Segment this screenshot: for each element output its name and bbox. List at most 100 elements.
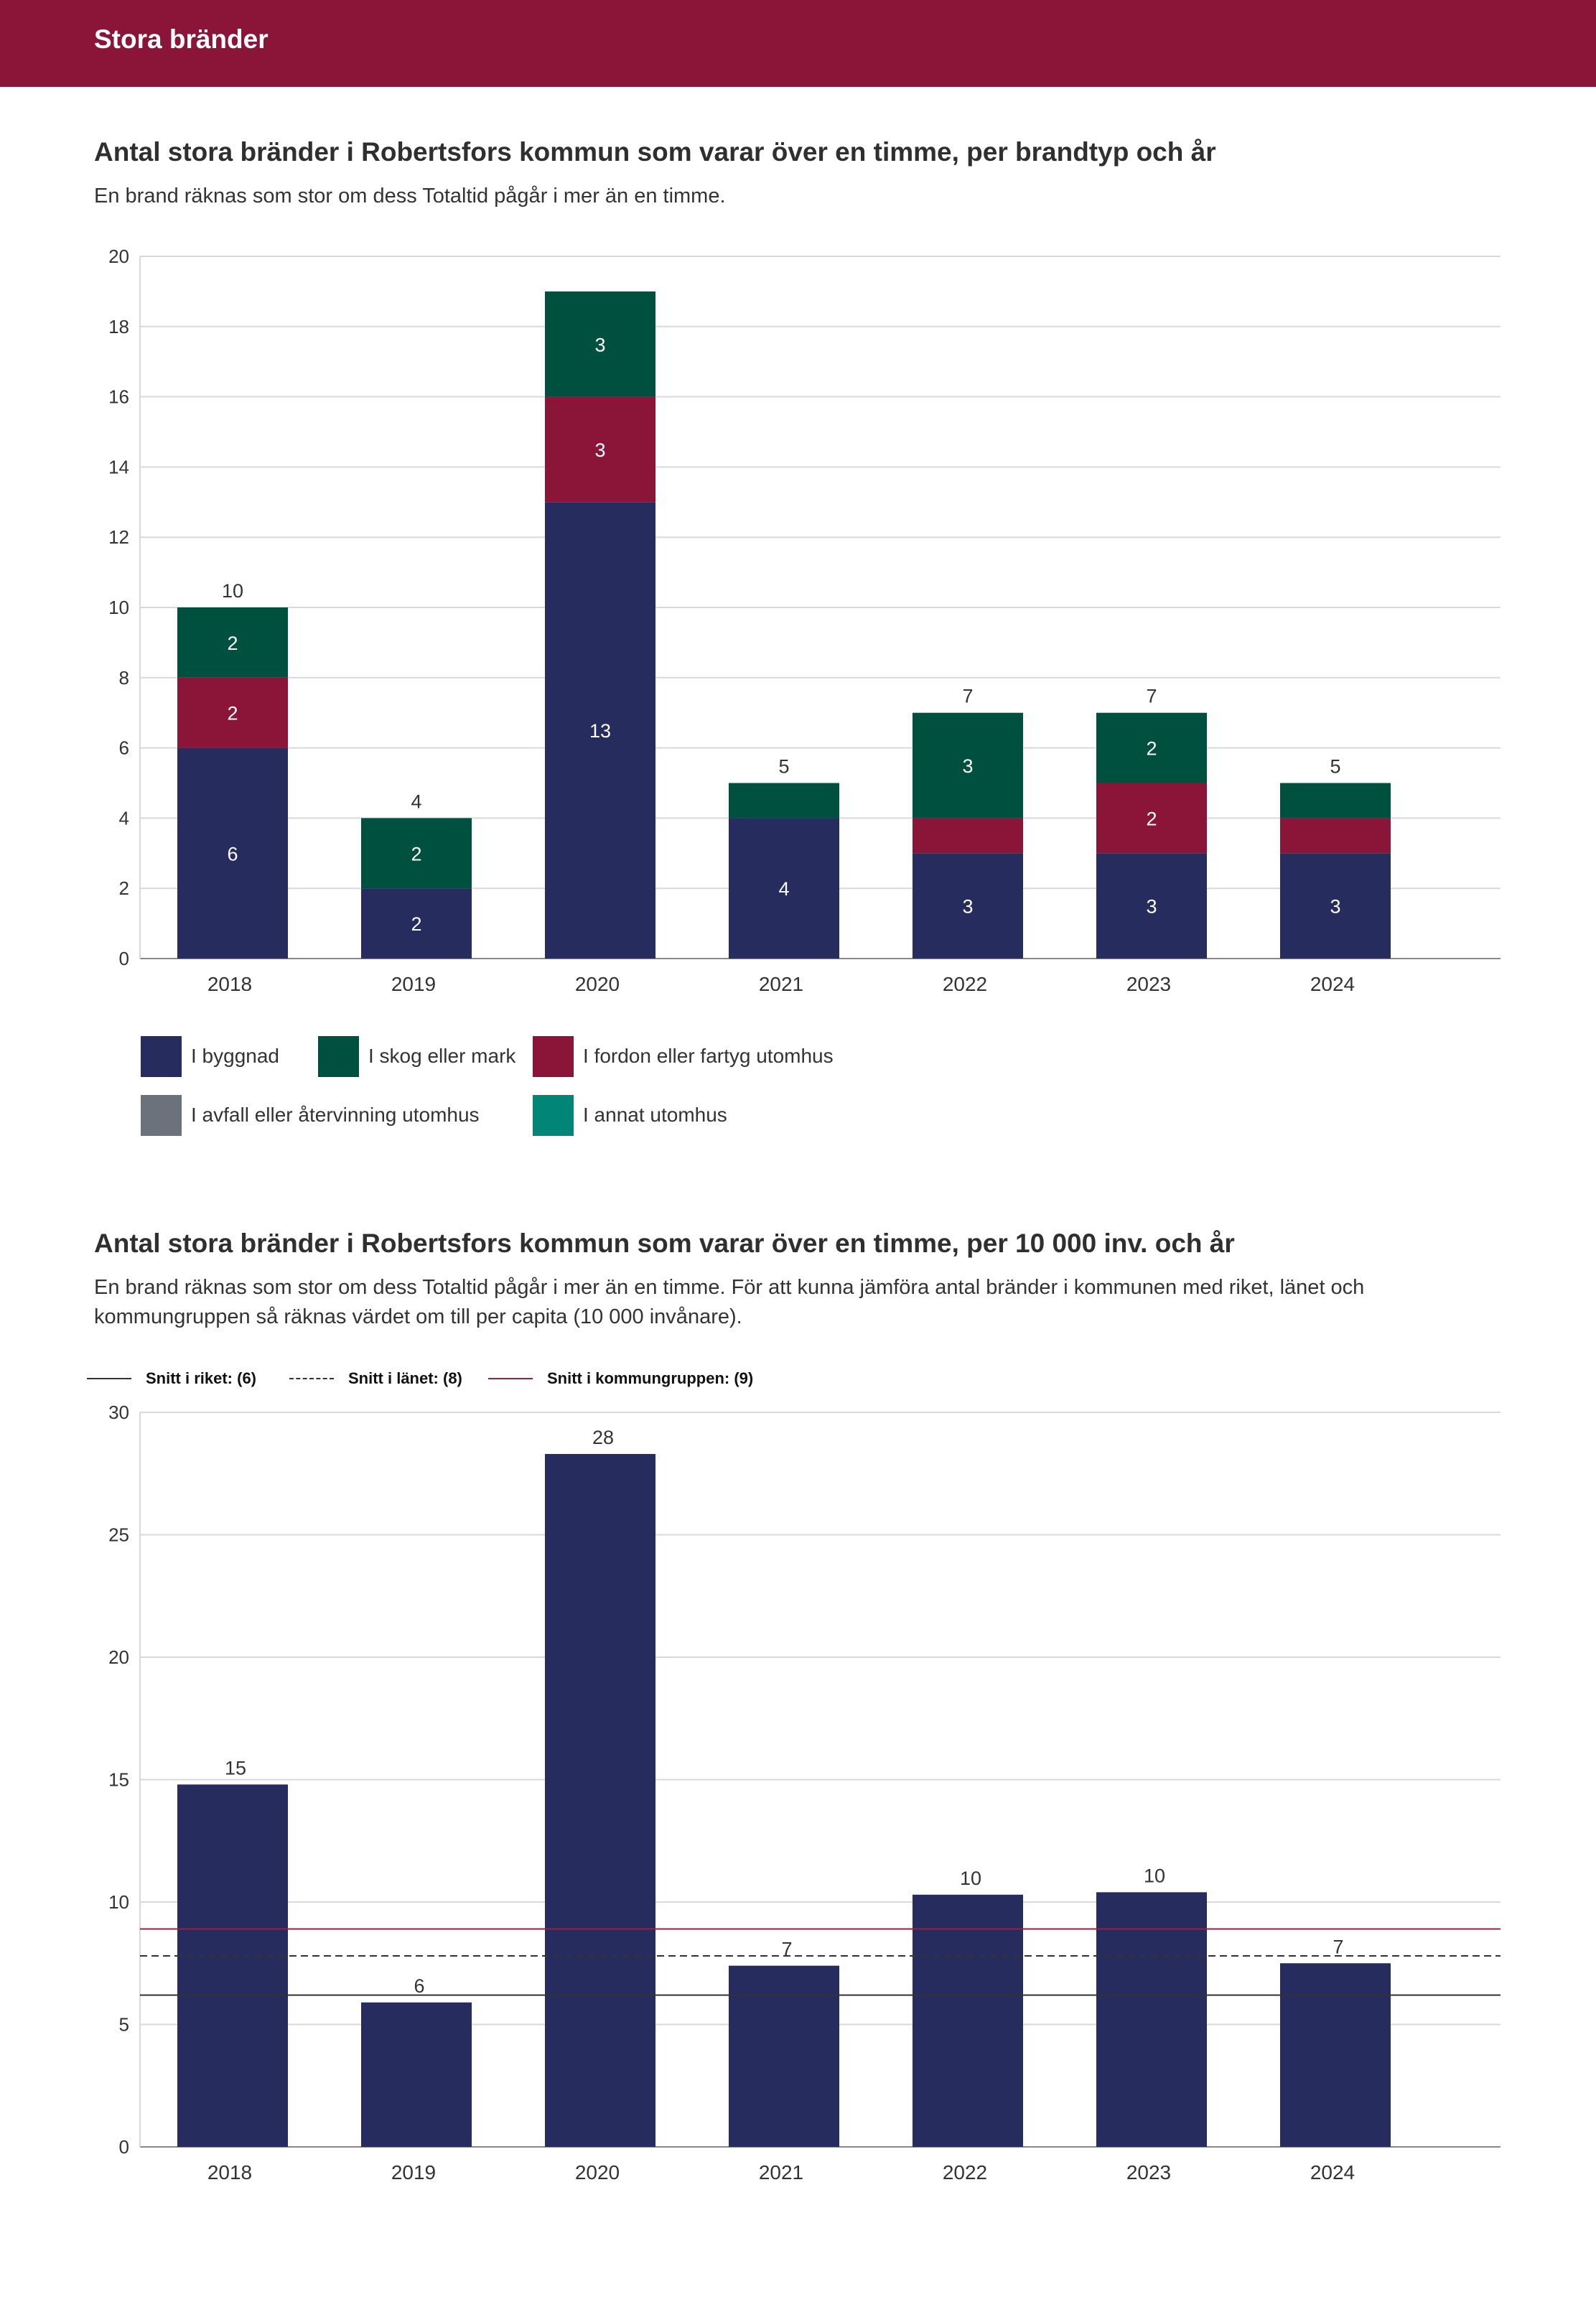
bar: [545, 1453, 655, 2147]
bar-segment: [545, 502, 655, 959]
y-tick-label: 10: [108, 597, 129, 618]
bar: [177, 1784, 288, 2147]
legend-item-byggnad: I byggnad: [141, 1035, 279, 1077]
y-tick-label: 14: [108, 456, 129, 477]
legend-item-annat: I annat utomhus: [533, 1094, 727, 1136]
bar-segment-label: 3: [1330, 896, 1340, 918]
bar: [361, 2002, 472, 2147]
y-tick-label: 30: [108, 1402, 129, 1423]
average-legend-riket: Snitt i riket: (6): [87, 1366, 256, 1392]
bar-segment: [1280, 818, 1391, 854]
y-tick-label: 0: [119, 948, 129, 969]
bar: [729, 1965, 839, 2147]
bar-segment: [361, 888, 472, 959]
legend-label: I fordon eller fartyg utomhus: [583, 1045, 834, 1067]
bar-segment-label: 2: [1146, 738, 1157, 760]
y-tick-label: 8: [119, 667, 129, 689]
bar-segment-label: 13: [589, 720, 611, 742]
bar-segment: [1096, 853, 1207, 959]
bar-segment-label: 2: [1146, 808, 1157, 829]
bar-segment-label: 2: [227, 633, 238, 654]
y-tick-label: 16: [108, 386, 129, 408]
average-legend-line: [289, 1378, 334, 1379]
bar-segment: [913, 818, 1023, 854]
bar-segment: [729, 818, 839, 959]
y-tick-label: 18: [108, 316, 129, 337]
bar-segment: [361, 818, 472, 889]
x-tick-label: 2021: [759, 973, 803, 991]
bar-segment-label: 3: [962, 755, 973, 777]
bar-segment: [177, 747, 288, 959]
bar-value-label: 7: [1333, 1936, 1343, 1957]
bar-value-label: 28: [592, 1427, 614, 1448]
bar-segment-label: 3: [962, 896, 973, 918]
average-legend-line: [488, 1378, 533, 1379]
chart2-description: En brand räknas som stor om dess Totalti…: [94, 1276, 1365, 1328]
bar-segment-label: 3: [594, 334, 605, 355]
y-tick-label: 2: [119, 877, 129, 899]
chart1-description: En brand räknas som stor om dess Totalti…: [94, 185, 726, 208]
bar-segment: [913, 712, 1023, 819]
bar-value-label: 6: [414, 1975, 424, 1997]
average-legend-label: Snitt i riket: (6): [146, 1369, 257, 1387]
legend-item-skog: I skog eller mark: [318, 1035, 515, 1077]
average-legend-lanet: Snitt i länet: (8): [289, 1366, 462, 1392]
bar-segment-label: 2: [227, 703, 238, 724]
bar-segment: [729, 783, 839, 819]
bar-segment: [177, 677, 288, 748]
bar-segment-label: 4: [778, 878, 789, 900]
bar-segment-label: 3: [594, 439, 605, 461]
y-tick-label: 6: [119, 737, 129, 759]
average-legend-line: [87, 1378, 131, 1379]
x-tick-label: 2021: [759, 2161, 803, 2183]
bar-value-label: 7: [781, 1939, 792, 1960]
legend-label: I byggnad: [191, 1045, 279, 1067]
bar-segment: [545, 396, 655, 503]
y-tick-label: 12: [108, 526, 129, 548]
page-title: Stora bränder: [94, 24, 269, 54]
legend-label: I annat utomhus: [583, 1104, 727, 1126]
y-tick-label: 15: [108, 1769, 129, 1791]
legend-swatch: [141, 1035, 182, 1077]
x-tick-label: 2024: [1310, 2161, 1355, 2183]
x-tick-label: 2023: [1126, 973, 1171, 991]
average-legend-kommungruppen: Snitt i kommungruppen: (9): [488, 1366, 753, 1392]
y-tick-label: 4: [119, 807, 129, 829]
y-tick-label: 20: [108, 1646, 129, 1668]
legend-item-fordon: I fordon eller fartyg utomhus: [533, 1035, 834, 1077]
chart2-title: Antal stora bränder i Robertsfors kommun…: [94, 1229, 1235, 1258]
bar-segment-label: 2: [411, 843, 421, 864]
bar: [913, 1894, 1023, 2147]
x-tick-label: 2022: [943, 973, 987, 991]
x-tick-label: 2022: [943, 2161, 987, 2183]
bar-total-label: 4: [411, 791, 421, 812]
x-tick-label: 2018: [207, 2161, 252, 2183]
x-tick-label: 2020: [575, 973, 620, 991]
x-tick-label: 2023: [1126, 2161, 1171, 2183]
bar-segment: [913, 853, 1023, 959]
bar-value-label: 10: [1144, 1865, 1165, 1886]
legend-swatch: [533, 1035, 574, 1077]
bar: [1096, 1892, 1207, 2147]
bar: [1280, 1963, 1391, 2147]
x-tick-label: 2019: [391, 973, 436, 991]
page-header: Stora bränder: [0, 0, 1596, 87]
per-capita-bar-chart: 0 5 10 15 20 25 30 2018 2019 2020 2021 2022 2023 2024…: [108, 1402, 1501, 2183]
legend-item-avfall: I avfall eller återvinning utomhus: [141, 1094, 480, 1136]
bar-segment-label: 3: [1146, 896, 1157, 918]
legend-label: I avfall eller återvinning utomhus: [191, 1104, 480, 1126]
bar-total-label: 5: [778, 756, 789, 778]
x-tick-label: 2018: [207, 973, 252, 991]
bar-total-label: 7: [962, 686, 973, 707]
average-legend-label: Snitt i länet: (8): [348, 1369, 462, 1387]
bar-segment: [1096, 712, 1207, 783]
bar-segment-label: 2: [411, 913, 421, 935]
bar-total-label: 10: [222, 580, 243, 602]
bar-segment: [177, 607, 288, 678]
bar-value-label: 15: [225, 1757, 246, 1779]
legend-swatch: [533, 1094, 574, 1136]
legend-label: I skog eller mark: [368, 1045, 516, 1067]
chart1-title: Antal stora bränder i Robertsfors kommun…: [94, 137, 1216, 167]
x-tick-label: 2024: [1310, 973, 1355, 991]
bar-segment: [1096, 783, 1207, 854]
